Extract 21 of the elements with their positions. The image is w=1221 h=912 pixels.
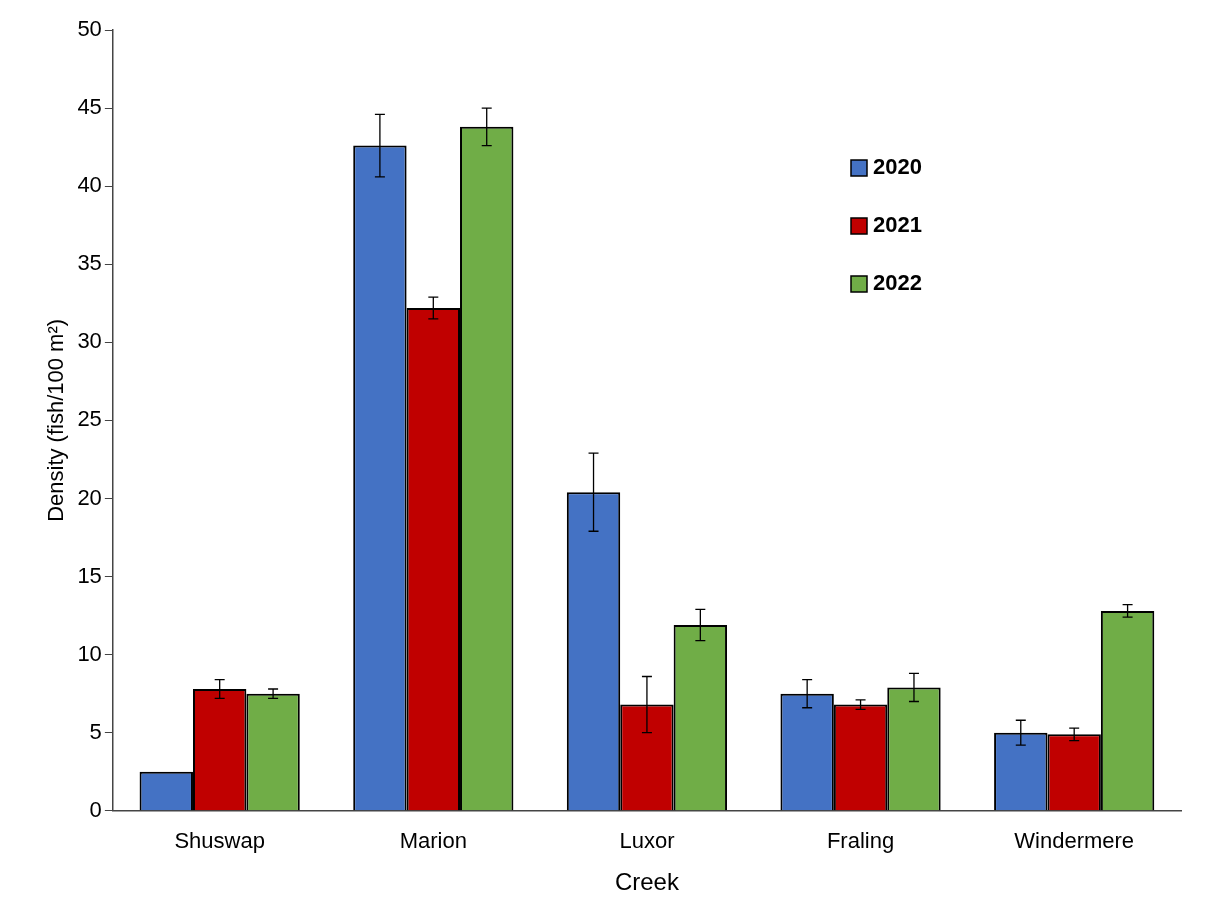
x-tick-label: Marion	[399, 828, 467, 854]
legend-label: 2021	[873, 212, 922, 238]
x-axis-title: Creek	[614, 868, 680, 896]
legend-label: 2022	[873, 270, 922, 296]
y-tick-label: 30	[77, 328, 102, 354]
y-tick-label: 20	[77, 484, 102, 510]
y-tick-label: 25	[77, 406, 102, 432]
x-tick-label: Luxor	[619, 828, 675, 854]
y-tick-label: 50	[77, 16, 102, 42]
y-tick-label: 35	[77, 250, 102, 276]
y-axis-title: Density (fish/100 m²)	[43, 318, 69, 522]
y-tick-label: 40	[77, 172, 102, 198]
y-tick-label: 5	[89, 718, 102, 744]
y-tick-label: 15	[77, 562, 102, 588]
x-tick-label: Fraling	[826, 828, 895, 854]
y-tick-label: 45	[77, 94, 102, 120]
y-tick-label: 10	[77, 640, 102, 666]
x-tick-label: Windermere	[1014, 828, 1135, 854]
legend-label: 2020	[873, 154, 922, 180]
x-tick-label: Shuswap	[174, 828, 265, 854]
y-tick-label: 0	[89, 796, 102, 822]
